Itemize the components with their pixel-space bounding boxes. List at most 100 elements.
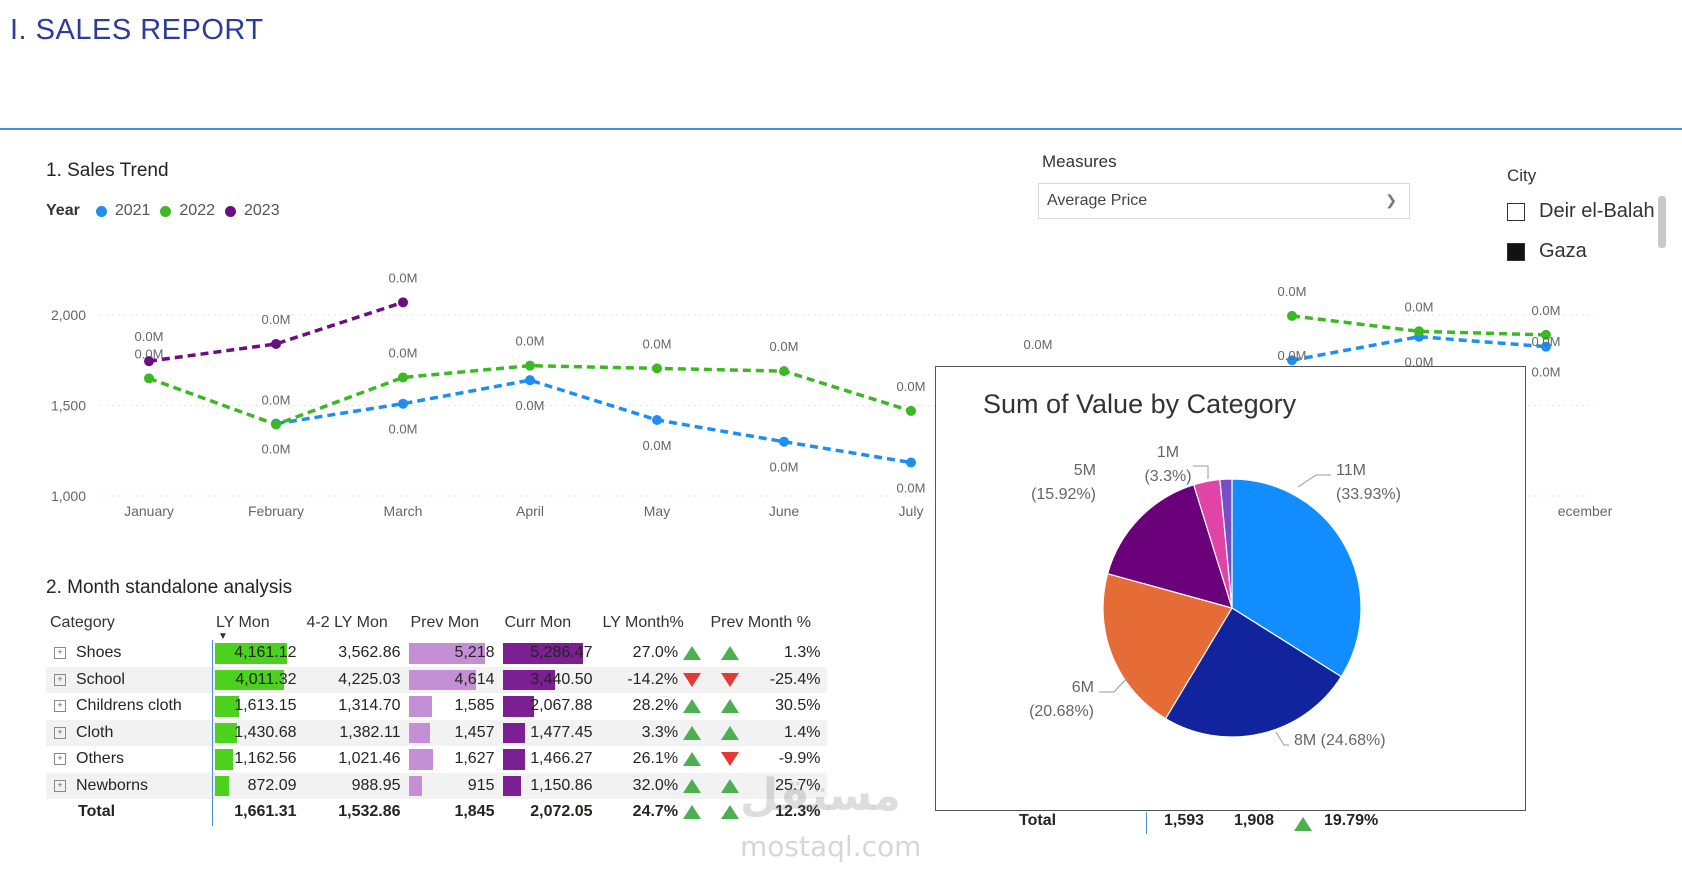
pie-slice[interactable] <box>1106 484 1233 609</box>
table-cell-category[interactable]: + School <box>46 666 212 693</box>
expand-icon[interactable]: + <box>54 647 66 660</box>
checkbox-deir-el-balah[interactable] <box>1507 202 1525 221</box>
data-label: 0.0M <box>1532 334 1561 349</box>
data-point-2022[interactable] <box>1287 310 1297 321</box>
measures-dropdown[interactable]: Average Price ❯ <box>1038 183 1410 219</box>
data-point-2022[interactable] <box>1414 326 1424 337</box>
legend-2022[interactable]: 2022 <box>179 202 215 219</box>
data-point-2021[interactable] <box>779 436 789 447</box>
table-row[interactable]: + Newborns 872.09 988.95 915 1,150.86 32.0% 25… <box>46 772 827 799</box>
col-header-prev-mon[interactable]: Prev Mon <box>410 614 479 631</box>
table-cell: 1,627 <box>407 746 501 773</box>
table-cell: 2,072.05 <box>530 803 593 821</box>
col-header-42-ly-mon[interactable]: 4-2 LY Mon <box>306 614 388 631</box>
pie-slice[interactable] <box>1219 478 1233 609</box>
data-bar <box>408 643 485 664</box>
legend-2023[interactable]: 2023 <box>244 202 280 219</box>
pie-chart-popup[interactable]: Sum of Value by Category 11M (33.93%) 8M (… <box>935 366 1526 811</box>
watermark-arabic: مستقل <box>740 770 901 821</box>
sales-trend-chart[interactable]: 2,000 1,500 1,000 January February March April… <box>0 230 1682 530</box>
city-item-deir-el-balah[interactable]: Deir el-Balah <box>1507 200 1655 223</box>
x-tick-label: January <box>124 503 174 519</box>
data-bar <box>408 696 432 717</box>
expand-icon[interactable]: + <box>54 779 66 792</box>
legend-2021[interactable]: 2021 <box>114 202 151 219</box>
col-header-prev-month-pct[interactable]: Prev Month % <box>710 614 811 631</box>
data-point-2023[interactable] <box>144 356 154 367</box>
table-cell-category[interactable]: + Others <box>46 746 212 773</box>
cell-value: 32.0% <box>632 776 679 794</box>
table-cell: 915 <box>406 772 501 799</box>
data-point-2022[interactable] <box>652 363 662 374</box>
pie-chart[interactable]: 11M (33.93%) 8M (24.68%) 6M (20.68%) 5M (15.92… <box>936 367 1525 810</box>
table-cell: 4,161.12 <box>211 640 303 667</box>
data-point-2022[interactable] <box>271 419 281 430</box>
month-analysis-title: 2. Month standalone analysis <box>46 577 293 598</box>
table-cell: 4,011.32 <box>211 666 303 693</box>
table-cell: 3.3% <box>598 719 707 746</box>
col-header-category[interactable]: Category <box>50 614 115 631</box>
cell-value: Childrens cloth <box>76 697 182 715</box>
table-cell: -25.4% <box>706 666 827 693</box>
data-point-2021[interactable] <box>525 375 535 386</box>
data-point-2022[interactable] <box>398 372 408 383</box>
cell-value: 1,613.15 <box>234 697 297 715</box>
data-label: 0.0M <box>643 336 672 351</box>
cell-value: 5,286.47 <box>530 644 593 662</box>
page-title: I. SALES REPORT <box>10 14 264 46</box>
data-point-2021[interactable] <box>1287 355 1297 366</box>
x-tick-label: June <box>769 503 800 519</box>
table-cell-category[interactable]: + Childrens cloth <box>46 693 212 720</box>
expand-icon[interactable]: + <box>54 700 66 713</box>
up-arrow-icon <box>720 778 739 793</box>
expand-icon[interactable]: + <box>54 726 66 739</box>
table-row[interactable]: + Shoes 4,161.12 3,562.86 5,218 5,286.47 27.0%… <box>46 640 827 667</box>
data-bar <box>502 669 555 690</box>
expand-icon[interactable]: + <box>54 753 66 766</box>
data-point-2023[interactable] <box>271 338 281 349</box>
city-scrollbar[interactable] <box>1658 196 1666 248</box>
cell-value: 12.3% <box>775 803 821 821</box>
pie-slice[interactable] <box>1102 572 1233 720</box>
table-cell: 27.0% <box>599 640 707 667</box>
checkbox-gaza[interactable] <box>1507 242 1525 261</box>
cell-value: Shoes <box>76 644 122 662</box>
table-row[interactable]: + Others 1,162.56 1,021.46 1,627 1,466.27 26.1… <box>46 746 827 773</box>
data-bar <box>502 696 534 717</box>
pie-label: 1M <box>1157 444 1179 461</box>
cell-value: Newborns <box>76 776 149 794</box>
data-point-2021[interactable] <box>1541 341 1551 352</box>
pie-slice[interactable] <box>1164 607 1343 738</box>
data-point-2023[interactable] <box>398 297 408 308</box>
city-item-gaza[interactable]: Gaza <box>1507 240 1587 263</box>
data-bar <box>214 669 284 690</box>
data-point-2022[interactable] <box>1541 329 1551 340</box>
up-arrow-icon <box>1294 813 1312 832</box>
data-point-2021[interactable] <box>652 414 662 425</box>
cell-value: 25.7% <box>775 776 821 794</box>
col-header-ly-month-pct[interactable]: LY Month% <box>602 614 684 631</box>
data-point-2022[interactable] <box>906 405 916 416</box>
col-header-curr-mon[interactable]: Curr Mon <box>504 614 572 631</box>
cell-value: -14.2% <box>627 670 679 688</box>
data-point-2022[interactable] <box>779 366 789 377</box>
legend-2023-dot <box>225 205 236 217</box>
data-bar <box>408 775 422 796</box>
data-point-2022[interactable] <box>144 373 154 384</box>
pie-slice[interactable] <box>1231 478 1362 678</box>
expand-icon[interactable]: + <box>54 673 66 686</box>
table-cell-category[interactable]: + Cloth <box>46 719 212 746</box>
data-point-2021[interactable] <box>398 398 408 409</box>
table-cell-category[interactable]: + Newborns <box>46 772 212 799</box>
table-row[interactable]: + Cloth 1,430.68 1,382.11 1,457 1,477.45 3.3% … <box>46 719 827 746</box>
table-row[interactable]: + Childrens cloth 1,613.15 1,314.70 1,585 2,0… <box>46 693 827 720</box>
x-tick-label: May <box>644 503 670 519</box>
col-header-ly-mon[interactable]: LY Mon ▼ <box>212 606 303 642</box>
table-row[interactable]: + School 4,011.32 4,225.03 4,614 3,440.50 -14.… <box>46 666 827 693</box>
cell-value: School <box>76 670 125 688</box>
data-point-2021[interactable] <box>906 457 916 468</box>
leader-line <box>1275 731 1289 746</box>
data-point-2022[interactable] <box>525 360 535 371</box>
table-cell-category[interactable]: + Shoes <box>46 640 212 667</box>
table-cell: -14.2% <box>598 666 707 693</box>
